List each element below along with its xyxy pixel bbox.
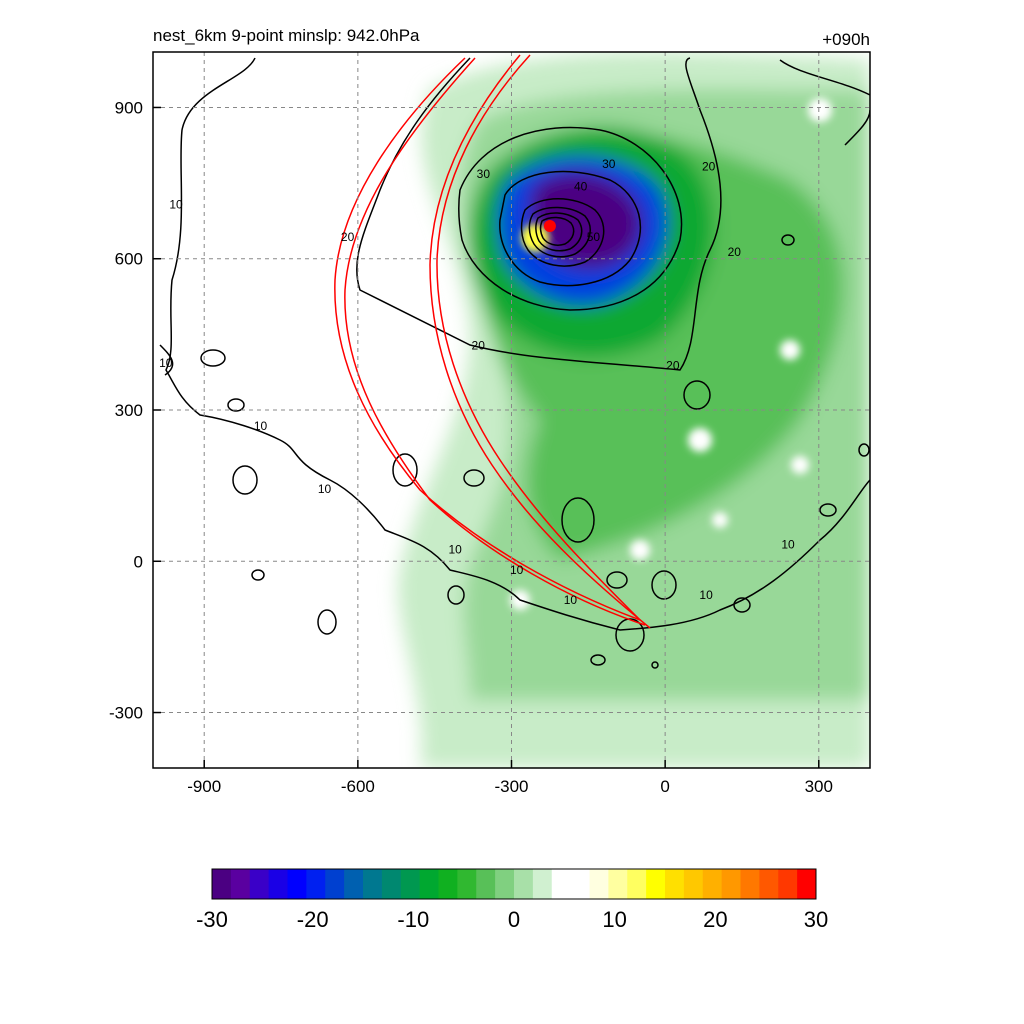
contour-lines	[159, 57, 870, 669]
colorbar-swatch	[419, 869, 439, 899]
plot-content: 10 10 10 10 10 10 10 10 10 20 20 20 20 20 30 30 40 50	[153, 52, 870, 768]
colorbar-swatch	[476, 869, 496, 899]
chart-title: nest_6km 9-point minslp: 942.0hPa	[153, 26, 420, 45]
shaded-field-detail	[510, 98, 832, 610]
colorbar-swatch	[665, 869, 685, 899]
y-tick-label: 600	[115, 250, 143, 269]
colorbar-swatch	[212, 869, 232, 899]
x-tick-label: -900	[187, 777, 221, 796]
colorbar-tick-label: 20	[703, 907, 727, 932]
colorbar-swatch	[514, 869, 534, 899]
contour-label: 10	[564, 593, 578, 607]
colorbar-swatch	[589, 869, 609, 899]
colorbar-swatch	[608, 869, 628, 899]
colorbar-tick-label: 0	[508, 907, 520, 932]
contour-label: 10	[781, 538, 795, 552]
storm-center-marker	[543, 219, 556, 232]
colorbar-swatch	[627, 869, 647, 899]
y-tick-label: -300	[109, 704, 143, 723]
contour-label: 30	[477, 167, 491, 181]
contour-label: 10	[510, 563, 524, 577]
y-tick-label: 900	[115, 98, 143, 117]
colorbar-frame	[211, 868, 817, 900]
colorbar-tick-label: 10	[602, 907, 626, 932]
colorbar-swatch	[363, 869, 383, 899]
colorbar-tick-label: -10	[397, 907, 429, 932]
y-axis: -300 0 300 600 900	[109, 98, 161, 723]
colorbar-tick-label: -30	[196, 907, 228, 932]
x-tick-label: 300	[805, 777, 833, 796]
contour-label: 10	[448, 543, 462, 557]
colorbar-swatch	[721, 869, 741, 899]
colorbar-swatch	[551, 869, 572, 899]
x-tick-label: -300	[494, 777, 528, 796]
x-tick-label: 0	[660, 777, 669, 796]
colorbar-swatch	[778, 869, 798, 899]
colorbar-swatches	[212, 869, 817, 899]
colorbar-swatch	[532, 869, 553, 899]
x-tick-label: -600	[341, 777, 375, 796]
colorbar-swatch	[646, 869, 666, 899]
colorbar: -30 -20 -10 0 10 20 30	[196, 868, 828, 932]
contour-label: 40	[574, 180, 588, 194]
contour-label: 20	[472, 338, 486, 352]
contour-label: 10	[159, 356, 173, 370]
colorbar-swatch	[230, 869, 251, 899]
contour-label: 50	[587, 230, 601, 244]
colorbar-swatch	[287, 869, 307, 899]
colorbar-tick-label: -20	[297, 907, 329, 932]
contour-labels: 10 10 10 10 10 10 10 10 10 20 20 20 20 20 30 30 40 50	[159, 157, 795, 607]
colorbar-swatch	[438, 869, 458, 899]
colorbar-labels: -30 -20 -10 0 10 20 30	[196, 907, 828, 932]
contour-label: 10	[254, 419, 268, 433]
contour-label: 20	[728, 245, 742, 259]
y-tick-label: 300	[115, 401, 143, 420]
colorbar-swatch	[400, 869, 421, 899]
colorbar-swatch	[759, 869, 779, 899]
colorbar-swatch	[344, 869, 364, 899]
colorbar-tick-label: 30	[804, 907, 828, 932]
colorbar-swatch	[495, 869, 515, 899]
contour-label: 10	[699, 588, 713, 602]
colorbar-swatch	[740, 869, 760, 899]
colorbar-swatch	[457, 869, 477, 899]
contour-label: 10	[169, 197, 183, 211]
y-tick-label: 0	[134, 552, 143, 571]
contour-label: 20	[666, 359, 680, 373]
contour-label: 20	[341, 230, 355, 244]
colorbar-swatch	[249, 869, 270, 899]
contour-label: 30	[602, 157, 616, 171]
colorbar-swatch	[381, 869, 402, 899]
track-cone	[334, 54, 651, 629]
colorbar-swatch	[306, 869, 326, 899]
colorbar-swatch	[702, 869, 723, 899]
contour-label: 20	[702, 159, 716, 173]
forecast-hour-label: +090h	[822, 30, 870, 49]
colorbar-swatch	[797, 869, 817, 899]
contour-label: 10	[318, 482, 332, 496]
colorbar-swatch	[683, 869, 704, 899]
colorbar-swatch	[268, 869, 288, 899]
colorbar-swatch	[325, 869, 345, 899]
x-axis: -900 -600 -300 0 300	[187, 760, 833, 796]
colorbar-swatch	[570, 869, 590, 899]
